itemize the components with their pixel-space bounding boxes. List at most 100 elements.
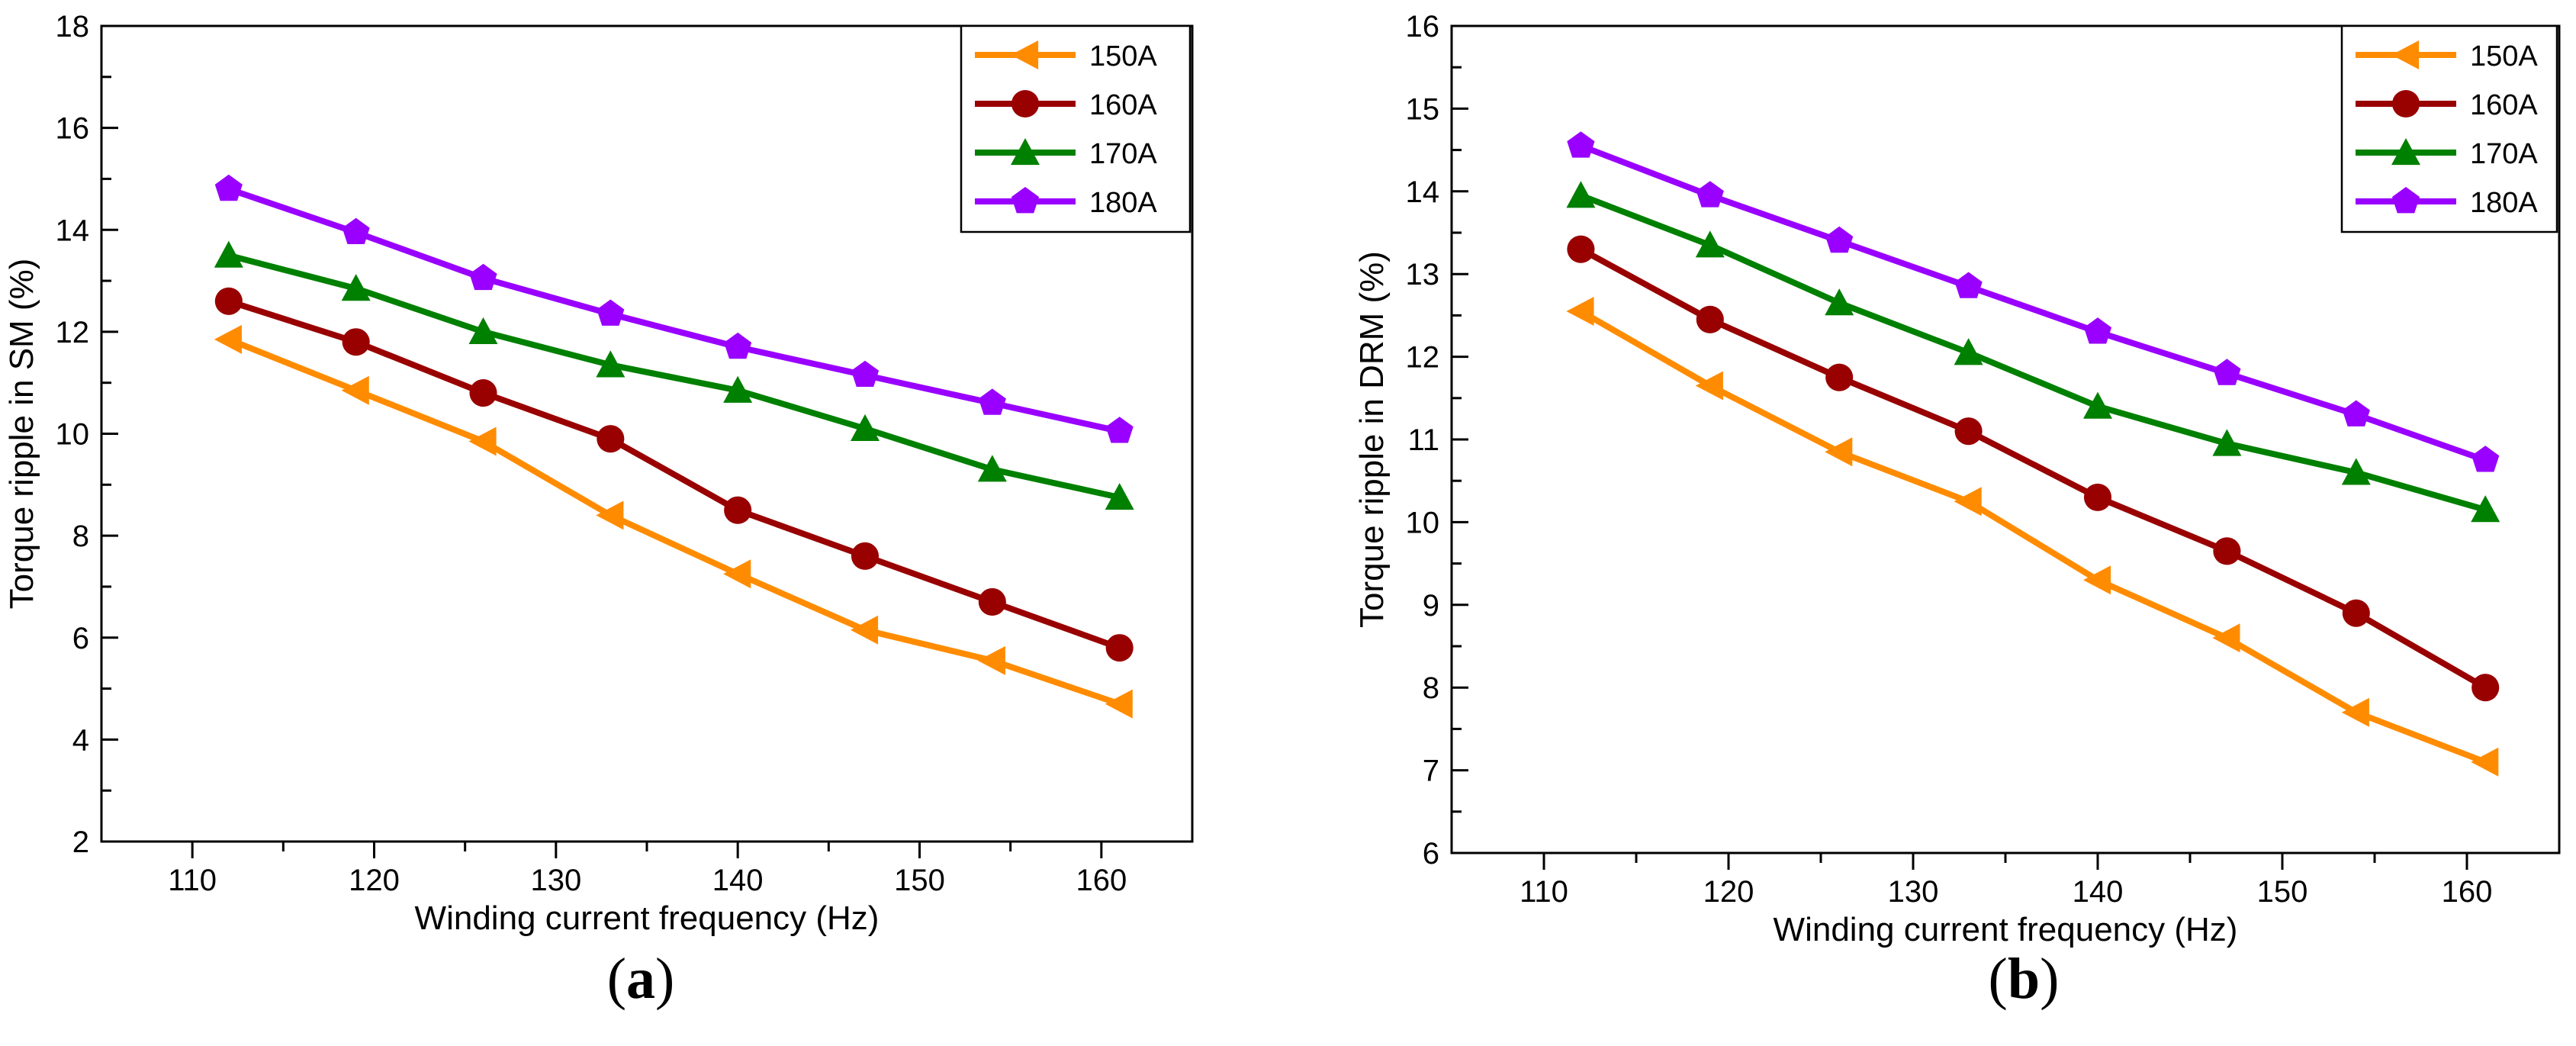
data-point: [214, 174, 243, 201]
data-point: [1567, 235, 1595, 263]
data-point: [1566, 181, 1596, 208]
data-point: [724, 496, 752, 524]
y-tick-label: 10: [56, 418, 90, 452]
y-tick-label: 14: [1406, 175, 1440, 209]
data-point: [978, 587, 1006, 616]
legend-label: 160A: [1089, 89, 1157, 121]
legend-swatch-marker: [1011, 89, 1040, 118]
data-point: [2341, 458, 2371, 485]
data-point: [214, 324, 242, 354]
data-point: [1825, 437, 1853, 467]
y-axis-label: Torque ripple in DRM (%): [1353, 251, 1391, 628]
x-tick-label: 130: [530, 864, 581, 897]
x-tick-label: 130: [1888, 875, 1939, 909]
data-point: [597, 425, 625, 453]
data-point: [214, 287, 243, 315]
legend-box: [960, 24, 1192, 233]
data-point: [1105, 634, 1134, 662]
data-point: [1696, 305, 1724, 333]
y-axis-label: Torque ripple in SM (%): [3, 259, 40, 610]
x-axis-label: Winding current frequency (Hz): [1774, 911, 2238, 948]
y-tick-label: 9: [1423, 589, 1439, 623]
caption-a: (a): [526, 946, 755, 1012]
x-tick-label: 160: [2442, 875, 2493, 909]
caption-a-open: (: [606, 947, 626, 1011]
x-tick-label: 140: [2073, 875, 2124, 909]
data-point: [2471, 674, 2500, 702]
caption-b: (b): [1909, 946, 2138, 1012]
data-point: [596, 350, 626, 378]
series-line: [227, 336, 1121, 707]
data-point: [596, 500, 624, 530]
y-tick-label: 2: [72, 826, 89, 859]
data-point: [2213, 537, 2241, 565]
x-tick-label: 120: [349, 864, 400, 897]
x-axis-label: Winding current frequency (Hz): [415, 900, 880, 937]
data-point: [1954, 487, 1982, 517]
y-tick-label: 8: [72, 520, 89, 553]
data-point: [2212, 623, 2240, 653]
data-point: [1105, 417, 1134, 443]
data-point: [1695, 230, 1725, 258]
series-180A: [1567, 131, 2500, 472]
data-point: [723, 559, 751, 589]
data-point: [978, 388, 1006, 415]
caption-a-label: a: [626, 947, 655, 1011]
caption-b-label: b: [2007, 947, 2041, 1011]
legend-swatch-marker: [2391, 89, 2420, 118]
data-point: [342, 328, 370, 356]
data-point: [724, 332, 752, 359]
y-tick-label: 7: [1423, 755, 1439, 788]
data-point: [851, 414, 880, 441]
data-point: [977, 645, 1005, 675]
legend-label: 160A: [2470, 89, 2538, 121]
data-point: [469, 379, 497, 407]
legend-label: 170A: [1089, 138, 1157, 170]
data-point: [214, 240, 243, 268]
series-150A: [214, 324, 1133, 719]
data-point: [2083, 391, 2112, 419]
data-point: [1825, 226, 1854, 253]
y-tick-label: 15: [1406, 92, 1440, 126]
legend-swatch-marker: [2391, 138, 2420, 166]
data-point: [2342, 400, 2370, 426]
data-point: [1105, 483, 1134, 510]
data-point: [469, 263, 497, 291]
series-150A: [1566, 296, 2499, 777]
series-180A: [214, 174, 1134, 443]
series-line: [227, 298, 1121, 651]
data-point: [851, 360, 880, 387]
caption-b-close: ): [2040, 947, 2060, 1011]
series-160A: [214, 287, 1134, 662]
data-point: [1695, 371, 1723, 401]
data-point: [341, 375, 369, 405]
data-point: [2083, 483, 2112, 511]
data-point: [1566, 296, 1594, 326]
data-point: [851, 615, 879, 645]
data-point: [851, 542, 880, 570]
y-tick-label: 11: [1407, 423, 1439, 457]
series-line: [1579, 192, 2487, 513]
series-line: [227, 186, 1121, 435]
data-point: [1105, 689, 1133, 719]
data-point: [977, 455, 1007, 482]
legend-box: [2340, 24, 2558, 233]
series-line: [227, 252, 1121, 500]
data-point: [1825, 363, 1854, 391]
y-tick-label: 18: [56, 10, 90, 43]
y-tick-label: 6: [1423, 837, 1439, 871]
x-tick-label: 110: [1520, 875, 1568, 909]
chart-b: 110 120 130 140 150 160 6 7 8 9 10 11 12 13 14 15 16 Wind…: [1353, 10, 2561, 948]
x-tick-label: 160: [1076, 864, 1127, 897]
legend-label: 150A: [1089, 40, 1157, 72]
data-point: [1954, 338, 1983, 365]
legend-swatch-marker: [2391, 40, 2420, 69]
x-tick-label: 110: [168, 864, 217, 897]
chart-a: 110 120 130 140 150 160 2 4 6 8 10 12 14 16 18 Winding …: [3, 10, 1194, 937]
y-tick-label: 4: [72, 723, 89, 757]
data-point: [2213, 359, 2241, 385]
data-point: [2342, 599, 2370, 627]
legend-label: 150A: [2470, 40, 2538, 72]
caption-a-close: ): [655, 947, 675, 1011]
